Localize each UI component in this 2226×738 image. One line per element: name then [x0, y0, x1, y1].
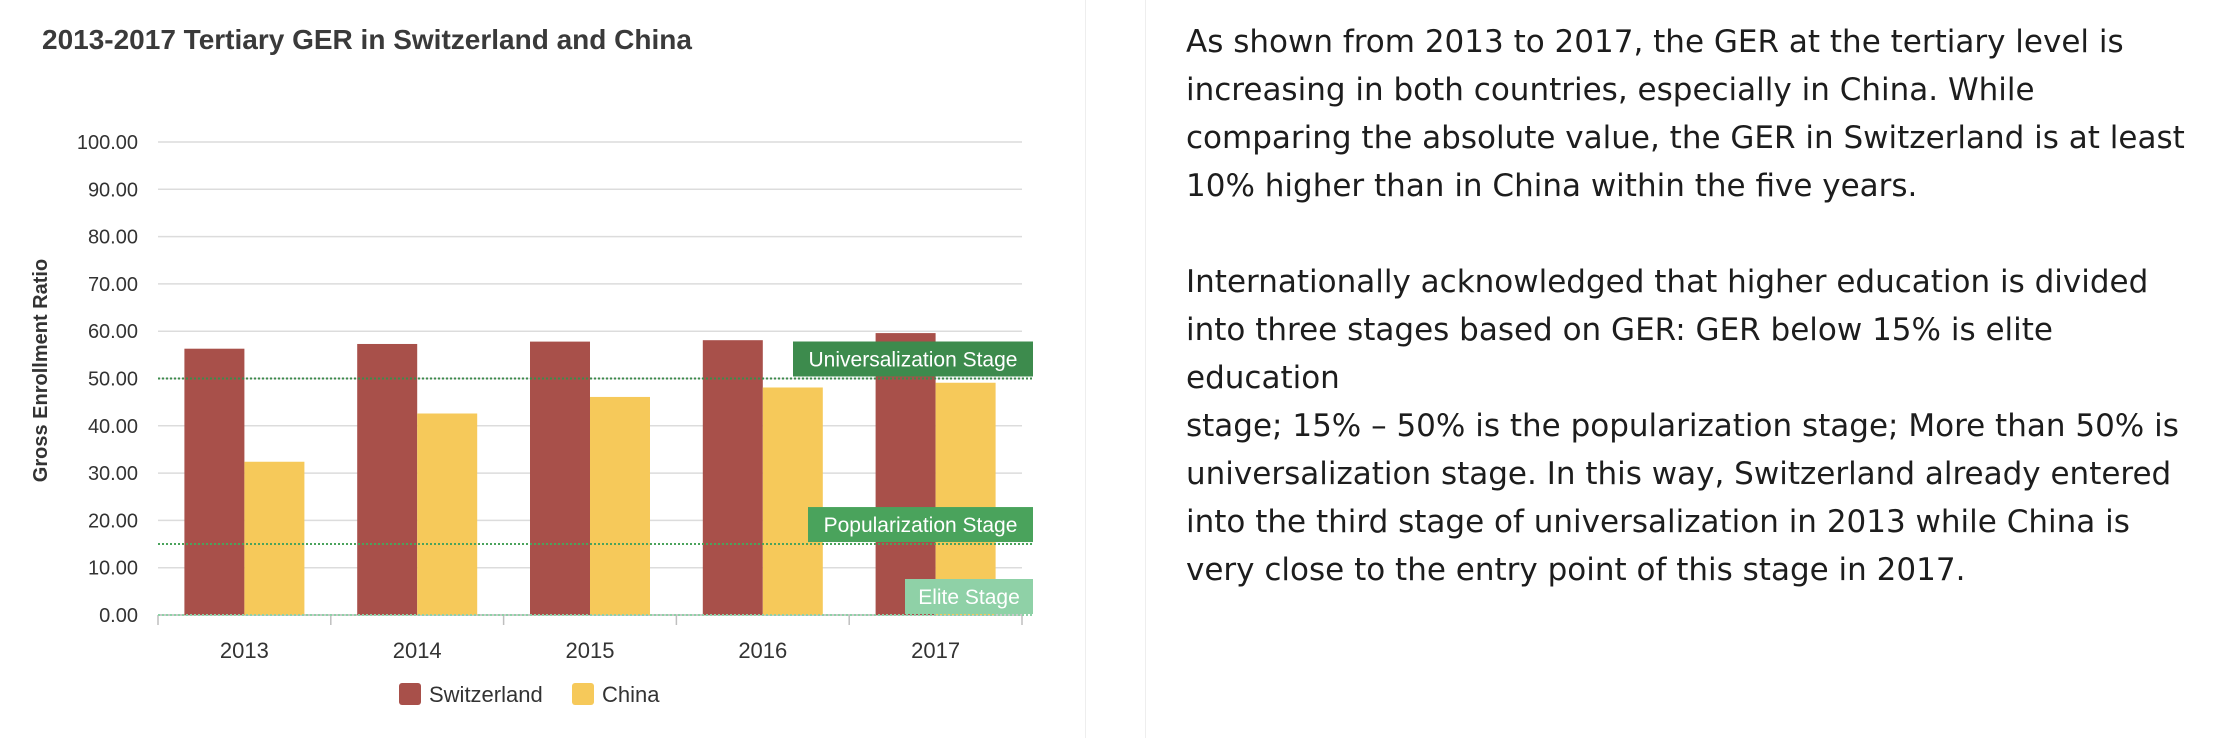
y-tick-label: 90.00: [88, 179, 138, 201]
paragraph-2: Internationally acknowledged that higher…: [1186, 258, 2206, 594]
x-tick-label: 2013: [220, 638, 269, 663]
y-tick-label: 40.00: [88, 416, 138, 438]
chart-panel: 2013-2017 Tertiary GER in Switzerland an…: [0, 0, 1085, 738]
y-tick-label: 0.00: [99, 605, 138, 627]
y-tick-label: 50.00: [88, 369, 138, 391]
stage-label: Popularization Stage: [824, 514, 1018, 537]
paragraph-line: 10% higher than in China within the five…: [1186, 168, 1918, 204]
paragraph-1: As shown from 2013 to 2017, the GER at t…: [1186, 18, 2206, 210]
paragraph-line: Internationally acknowledged that higher…: [1186, 264, 2149, 300]
x-tick-label: 2015: [566, 638, 615, 663]
y-axis-title: Gross Enrollment Ratio: [30, 259, 52, 482]
paragraph-line: into three stages based on GER: GER belo…: [1186, 312, 2053, 396]
bar-china-2013: [244, 461, 305, 615]
bar-switzerland-2015: [530, 341, 590, 615]
paragraph-line: As shown from 2013 to 2017, the GER at t…: [1186, 24, 2124, 60]
panel-divider: [1085, 0, 1086, 738]
paragraph-line: universalization stage. In this way, Swi…: [1186, 456, 2172, 492]
y-tick-label: 100.00: [77, 132, 138, 154]
paragraph-line: comparing the absolute value, the GER in…: [1186, 120, 2185, 156]
bar-switzerland-2013: [184, 348, 245, 615]
paragraph-line: increasing in both countries, especially…: [1186, 72, 2035, 108]
stage-label: Universalization Stage: [809, 349, 1018, 372]
y-tick-label: 80.00: [88, 227, 138, 249]
x-tick-label: 2016: [738, 638, 787, 663]
bar-chart: 0.00 10.00 20.00 30.00 40.00 50.00 60.00 70.00 8…: [30, 132, 1033, 707]
bar-switzerland-2016: [702, 340, 763, 615]
bar-china-2014: [417, 413, 478, 615]
description-panel: As shown from 2013 to 2017, the GER at t…: [1186, 18, 2206, 642]
y-tick-label: 10.00: [88, 558, 138, 580]
legend-label: Switzerland: [429, 682, 543, 707]
paragraph-line: stage; 15% – 50% is the popularization s…: [1186, 408, 2179, 444]
bar-china-2016: [762, 387, 823, 615]
x-tick-label: 2014: [393, 638, 442, 663]
stage-label-box: [808, 507, 1033, 543]
y-tick-label: 30.00: [88, 463, 138, 485]
bar-china-2017: [935, 382, 996, 615]
panel-divider: [1145, 0, 1146, 738]
y-tick-label: 60.00: [88, 321, 138, 343]
stage-label: Elite Stage: [918, 586, 1020, 609]
x-tick-label: 2017: [911, 638, 960, 663]
bar-switzerland-2014: [357, 343, 418, 615]
y-tick-label: 20.00: [88, 510, 138, 532]
bar-switzerland-2017: [875, 333, 936, 615]
bar-china-2015: [590, 396, 650, 615]
legend-swatch-china: [572, 683, 594, 705]
stage-label-box: [905, 579, 1033, 614]
paragraph-line: very close to the entry point of this st…: [1186, 552, 1966, 588]
stage-label-box: [793, 341, 1033, 377]
paragraph-line: into the third stage of universalization…: [1186, 504, 2130, 540]
y-tick-label: 70.00: [88, 274, 138, 296]
legend-swatch-switzerland: [399, 683, 421, 705]
legend-label: China: [602, 682, 660, 707]
chart-title: 2013-2017 Tertiary GER in Switzerland an…: [42, 24, 692, 55]
